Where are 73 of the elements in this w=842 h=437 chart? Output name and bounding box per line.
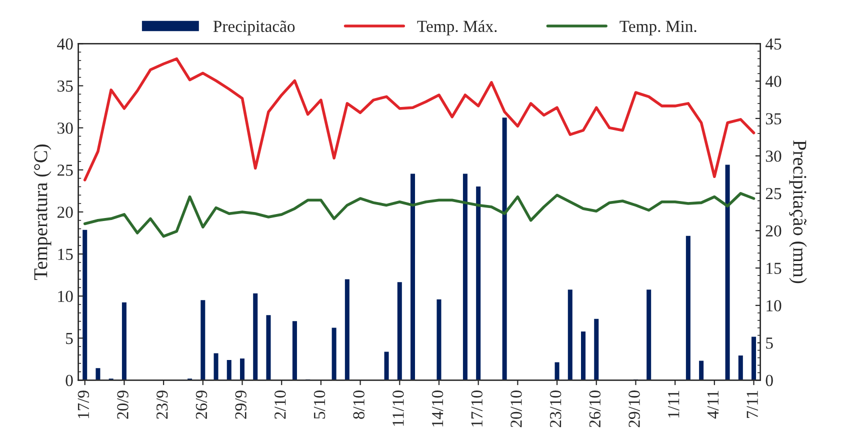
bar	[566, 288, 574, 380]
bar	[396, 280, 404, 380]
x-tick-label: 29/10	[628, 390, 640, 428]
x-tick-label: 5/10	[314, 390, 326, 419]
bar	[94, 366, 102, 380]
y2-tick-label: 0	[766, 374, 773, 386]
bar	[500, 116, 508, 380]
bar	[698, 359, 705, 380]
bar	[645, 288, 652, 380]
y-tick-label: 25	[58, 164, 73, 176]
bar	[592, 317, 600, 380]
x-tick-label: 1/11	[668, 390, 680, 418]
bar	[212, 352, 220, 380]
x-tick-label: 17/9	[78, 390, 90, 418]
bar	[252, 292, 260, 380]
x-tick-label: 20/10	[510, 390, 522, 428]
y2-tick-label: 5	[766, 338, 773, 349]
y-tick-label: 5	[66, 332, 73, 344]
bar	[409, 172, 416, 380]
bar	[580, 330, 587, 380]
bar	[264, 314, 272, 380]
legend-label: Temp. Min.	[620, 20, 696, 36]
line-series	[83, 192, 756, 238]
y-tick-label: 15	[58, 248, 73, 260]
bar	[737, 354, 744, 380]
bar	[81, 228, 89, 380]
line-series	[83, 57, 756, 182]
bar	[435, 298, 443, 380]
x-tick-label: 26/10	[589, 390, 601, 428]
y-tick-label: 20	[58, 206, 73, 218]
bar	[238, 357, 246, 380]
y-tick-label: 30	[58, 122, 73, 134]
y2-tick-label: 15	[766, 262, 782, 274]
y-tick-label: 10	[58, 290, 73, 302]
bar	[750, 335, 758, 380]
bar	[684, 234, 692, 380]
y-tick-label: 40	[57, 38, 73, 50]
y2-tick-label: 25	[766, 188, 782, 200]
x-tick-label: 29/9	[235, 390, 246, 419]
bar	[199, 298, 207, 380]
x-tick-label: 26/9	[196, 390, 208, 419]
x-tick-label: 23/9	[156, 390, 168, 419]
x-tick-label: 4/11	[707, 390, 719, 419]
y2-tick-label: 10	[766, 300, 782, 312]
x-tick-label: 23/10	[550, 390, 562, 428]
bar	[474, 185, 482, 380]
y2-tick-label: 45	[766, 38, 782, 50]
legend-label: Temp. Máx.	[417, 20, 497, 36]
bar	[344, 278, 351, 380]
y2-tick-label: 20	[766, 225, 782, 237]
y-tick-label: 35	[58, 80, 73, 92]
bar	[382, 350, 390, 380]
bar	[225, 358, 233, 380]
bar	[291, 320, 298, 380]
x-tick-label: 17/10	[471, 390, 483, 426]
x-tick-label: 20/9	[117, 390, 128, 419]
bar	[553, 360, 561, 380]
y2-axis-title: Precipitação (mm)	[789, 140, 807, 284]
x-tick-label: 8/10	[353, 390, 364, 419]
y-axis-title: Temperatura (°C)	[34, 144, 52, 280]
y2-tick-label: 30	[766, 150, 782, 162]
y2-tick-label: 35	[766, 113, 782, 124]
legend-label: Precipitacão	[213, 20, 295, 36]
x-tick-label: 7/11	[746, 390, 758, 418]
y-tick-label: 0	[66, 374, 73, 386]
bar	[120, 300, 128, 380]
x-tick-label: 2/10	[274, 390, 286, 419]
x-tick-label: 11/10	[392, 390, 404, 426]
y2-tick-label: 40	[766, 76, 782, 88]
bar	[462, 172, 469, 380]
bar	[724, 163, 732, 380]
x-tick-label: 14/10	[432, 390, 444, 426]
bar	[330, 326, 338, 380]
